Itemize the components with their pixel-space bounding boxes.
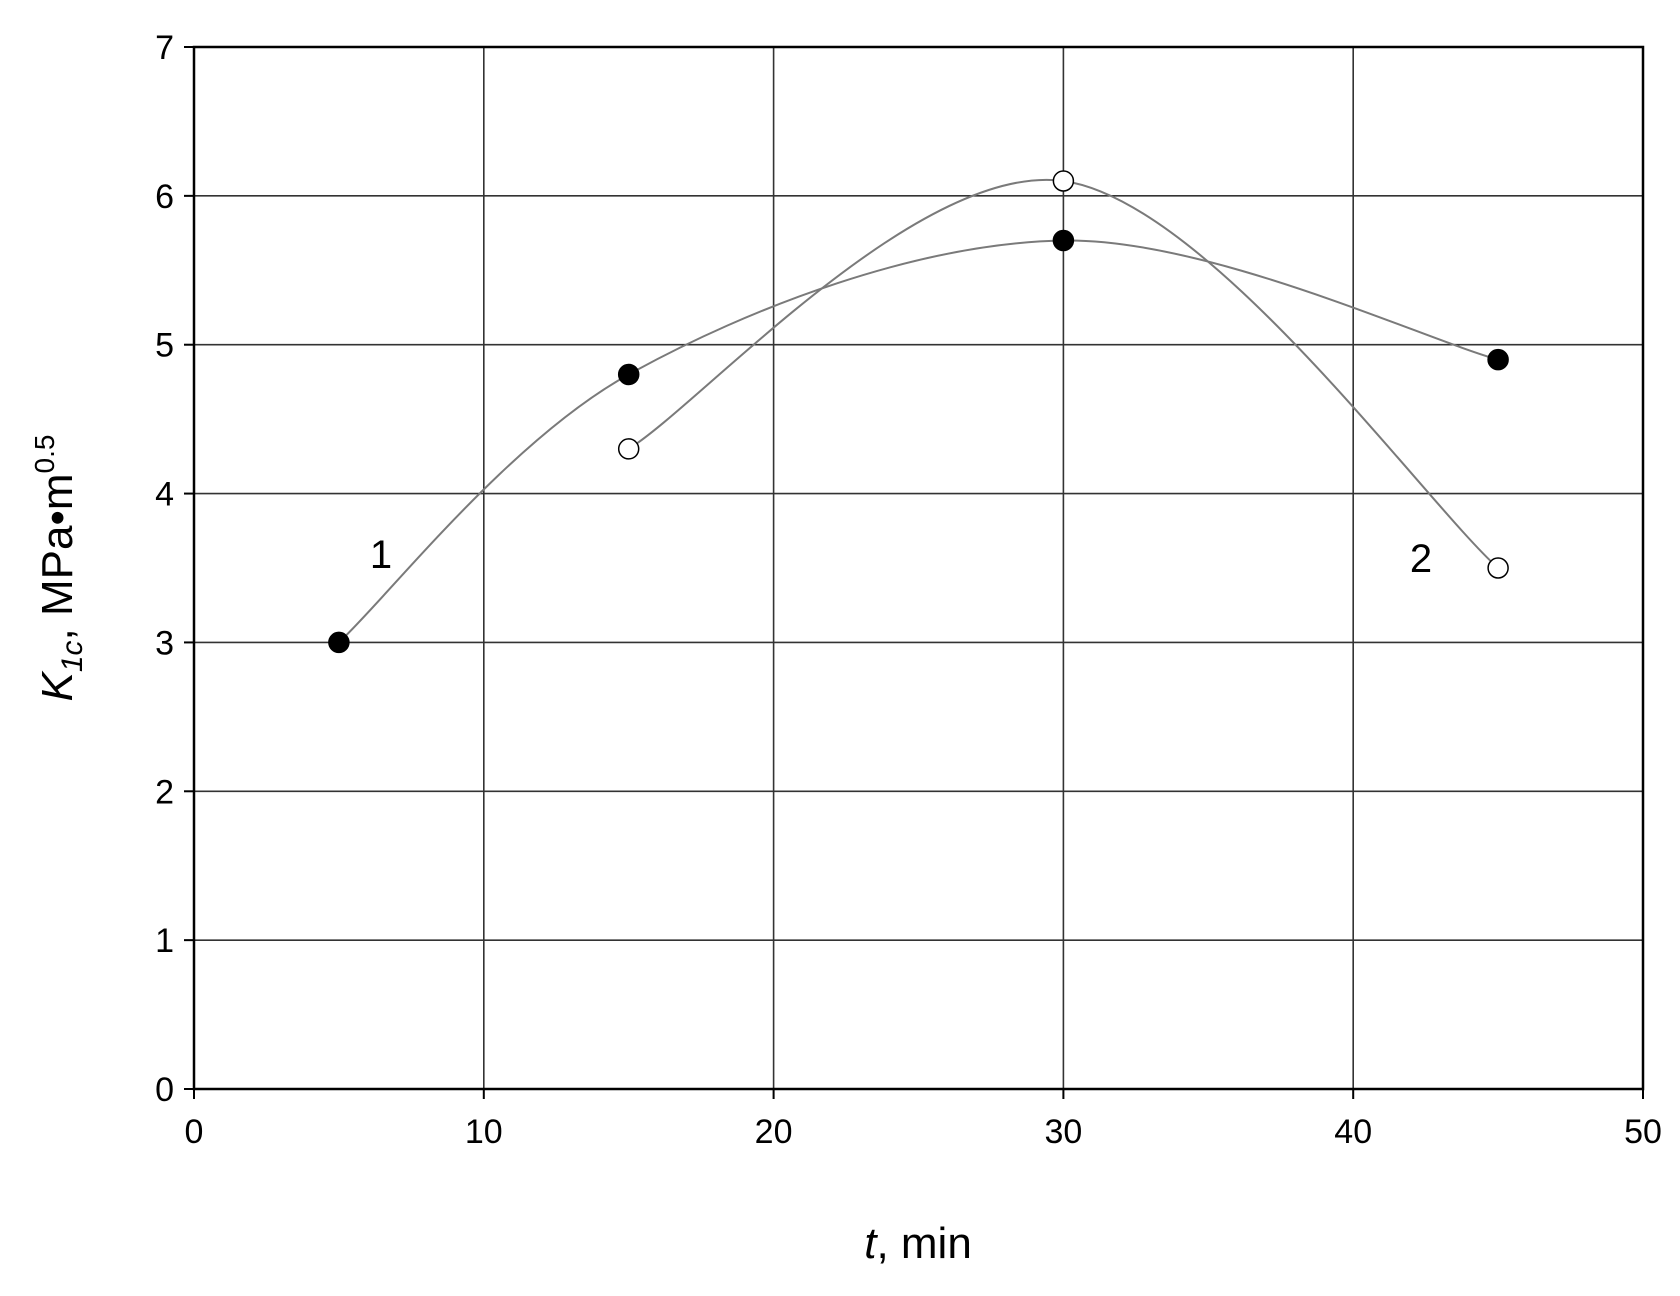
y-tick-label: 0 [155, 1071, 174, 1109]
x-axis-label: t, min [864, 1219, 972, 1268]
data-point [617, 363, 640, 386]
plot-frame [192, 45, 1645, 1091]
x-tick-label: 0 [185, 1113, 204, 1151]
data-point [1052, 170, 1075, 192]
series-label: 2 [1410, 537, 1432, 581]
y-tick-label: 3 [155, 624, 174, 662]
x-label-unit: , min [876, 1219, 971, 1268]
series-label: 1 [370, 533, 392, 577]
x-tick-label: 40 [1334, 1113, 1372, 1151]
y-label-sub: 1c [56, 640, 89, 672]
y-tick-label: 1 [155, 922, 174, 960]
y-axis-label: K1c, MPa•m0.5 [29, 435, 89, 702]
data-point [1487, 348, 1509, 371]
y-tick-label: 4 [155, 476, 174, 514]
data-point [328, 631, 350, 654]
y-tick-label: 5 [155, 327, 174, 365]
y-tick-label: 7 [155, 29, 174, 67]
data-point [1487, 557, 1509, 579]
x-tick-label: 30 [1044, 1113, 1082, 1151]
data-point [1052, 229, 1075, 252]
x-tick-label: 50 [1624, 1113, 1662, 1151]
y-tick-label: 2 [155, 773, 174, 811]
x-label-var: t [864, 1219, 878, 1268]
x-tick-label: 10 [465, 1113, 503, 1151]
data-point [617, 438, 640, 460]
y-tick-label: 6 [155, 178, 174, 216]
y-label-var: K [33, 670, 82, 701]
y-label-unit: , MPa•m [33, 473, 82, 640]
y-label-sup: 0.5 [29, 435, 60, 474]
x-tick-label: 20 [755, 1113, 793, 1151]
series-line [338, 239, 1499, 644]
